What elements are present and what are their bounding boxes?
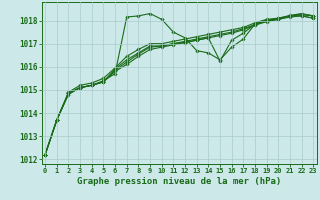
X-axis label: Graphe pression niveau de la mer (hPa): Graphe pression niveau de la mer (hPa) <box>77 177 281 186</box>
